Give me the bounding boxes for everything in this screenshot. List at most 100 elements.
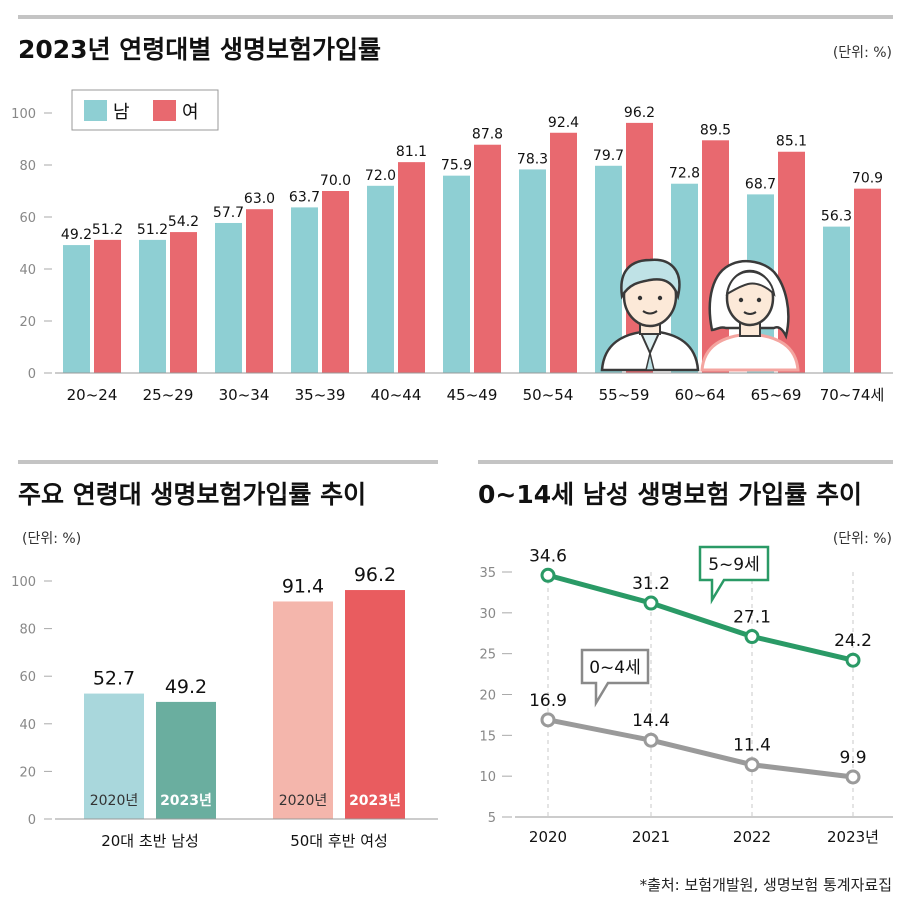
y-tick-label: 40 <box>19 263 36 278</box>
bar-female <box>550 132 577 373</box>
legend-female-label: 여 <box>182 102 199 123</box>
bar-female <box>854 188 881 373</box>
bar-female <box>474 144 501 373</box>
y-tick-label: 60 <box>19 211 36 226</box>
value-label-male: 68.7 <box>745 176 776 192</box>
bar-male <box>443 175 470 373</box>
value-label-male: 72.8 <box>669 166 700 182</box>
chart1-bars <box>63 122 881 373</box>
bar-male <box>291 207 318 373</box>
x-category-label: 55~59 <box>599 386 650 404</box>
chart2-title: 주요 연령대 생명보험가입률 추이 <box>18 480 366 509</box>
bar-female <box>322 191 349 373</box>
value-label-female: 92.4 <box>548 115 579 131</box>
value-label: 52.7 <box>93 668 135 690</box>
series-line-5-9 <box>547 572 854 663</box>
x-category-label: 2020 <box>529 828 567 846</box>
year-label: 2023년 <box>349 793 401 809</box>
bar-female <box>778 151 805 373</box>
x-category-label: 65~69 <box>751 386 802 404</box>
value-label-male: 56.3 <box>821 209 852 225</box>
series-point <box>643 595 659 611</box>
chart2-unit: (단위: %) <box>22 531 81 547</box>
year-label: 2020년 <box>279 793 328 809</box>
value-label-male: 75.9 <box>441 158 472 174</box>
value-label-male: 57.7 <box>213 205 244 221</box>
group-label: 20대 초반 남성 <box>101 832 199 850</box>
group-label: 50대 후반 여성 <box>290 832 388 850</box>
bar-female-2020 <box>273 601 333 819</box>
x-category-label: 2023년 <box>827 828 879 846</box>
bar-male-2020 <box>84 693 144 819</box>
chart3-grid <box>547 572 854 817</box>
x-category-label: 20~24 <box>67 386 118 404</box>
chart3-x-axis: 2020 2021 2022 2023년 <box>529 828 879 846</box>
series-point <box>540 712 556 728</box>
chart2-y-axis: 0 20 40 60 80 100 <box>11 575 52 828</box>
series-point <box>744 757 760 773</box>
year-label: 2023년 <box>160 793 212 809</box>
y-tick-label: 15 <box>479 729 496 744</box>
source-note: *출처: 보험개발원, 생명보험 통계자료집 <box>640 876 892 894</box>
bar-male <box>63 245 90 373</box>
chart3-title: 0~14세 남성 생명보험 가입률 추이 <box>478 480 862 509</box>
bar-female <box>398 162 425 373</box>
y-tick-label: 35 <box>479 566 496 581</box>
y-tick-label: 20 <box>479 689 496 704</box>
x-category-label: 25~29 <box>143 386 194 404</box>
bar-female <box>702 140 729 373</box>
bar-female <box>246 209 273 373</box>
y-tick-label: 25 <box>479 648 496 663</box>
bar-female <box>170 232 197 373</box>
bar-male <box>367 185 394 373</box>
bar-male <box>139 239 166 373</box>
bar-male <box>519 169 546 373</box>
x-category-label: 2021 <box>632 828 670 846</box>
y-tick-label: 100 <box>11 107 36 122</box>
value-label-female: 70.9 <box>852 171 883 187</box>
series-line-0-4 <box>547 717 854 780</box>
x-category-label: 45~49 <box>447 386 498 404</box>
x-category-label: 35~39 <box>295 386 346 404</box>
point-label: 14.4 <box>632 711 670 731</box>
value-label-female: 70.0 <box>320 173 351 189</box>
value-label: 91.4 <box>282 575 324 597</box>
chart2-x-axis: 20대 초반 남성 50대 후반 여성 <box>101 832 388 850</box>
value-label-female: 89.5 <box>700 122 731 138</box>
chart1-title: 2023년 연령대별 생명보험가입률 <box>18 35 381 64</box>
value-label-female: 81.1 <box>396 144 427 160</box>
chart2-top-rule <box>18 460 438 464</box>
chart3-series: 34.6 31.2 27.1 24.2 16.9 14.4 11.4 9.9 <box>529 546 872 785</box>
series-point <box>845 769 861 785</box>
y-tick-label: 10 <box>479 770 496 785</box>
callout-5-9-label: 5~9세 <box>708 555 760 575</box>
value-label-female: 54.2 <box>168 214 199 230</box>
point-label: 31.2 <box>632 574 670 594</box>
chart1-unit: (단위: %) <box>833 45 892 61</box>
chart3-y-axis: 5 10 15 20 25 30 35 <box>479 566 512 826</box>
callout-0-4-label: 0~4세 <box>589 658 641 678</box>
x-category-label: 30~34 <box>219 386 270 404</box>
bar-female-2023 <box>345 590 405 819</box>
point-label: 34.6 <box>529 546 567 566</box>
value-label-male: 72.0 <box>365 168 396 184</box>
value-label: 49.2 <box>165 676 207 698</box>
chart2-bars: 52.7 2020년 49.2 2023년 91.4 2020년 96.2 2023년 <box>84 564 405 819</box>
value-label-male: 63.7 <box>289 189 320 205</box>
value-label-male: 79.7 <box>593 148 624 164</box>
x-category-label: 2022 <box>733 828 771 846</box>
series-point <box>643 732 659 748</box>
year-label: 2020년 <box>90 793 139 809</box>
chart1-value-labels: 49.2 51.2 51.2 54.257.763.0 63.770.0 72.081.1… <box>61 105 883 243</box>
y-tick-label: 60 <box>19 670 36 685</box>
value-label: 96.2 <box>354 564 396 586</box>
value-label-male: 51.2 <box>137 222 168 238</box>
series-point <box>845 652 861 668</box>
y-tick-label: 80 <box>19 159 36 174</box>
series-point <box>744 629 760 645</box>
x-category-label: 40~44 <box>371 386 422 404</box>
value-label-female: 96.2 <box>624 105 655 121</box>
point-label: 11.4 <box>733 736 771 756</box>
